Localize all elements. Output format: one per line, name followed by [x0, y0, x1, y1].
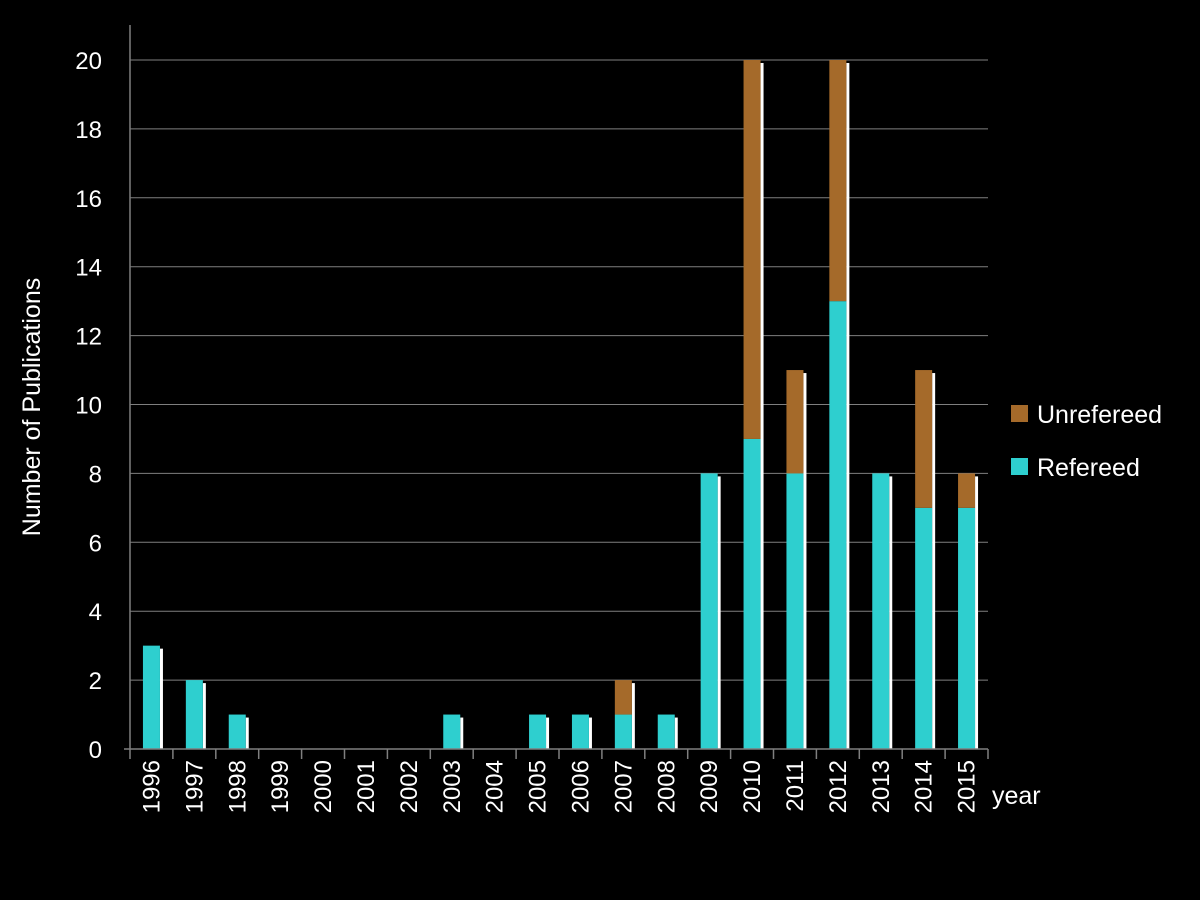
x-axis-title: year — [992, 782, 1041, 810]
y-tick-labels: 0 2 4 6 8 10 12 14 16 18 20 — [75, 48, 102, 764]
bar-unrefereed-2010 — [743, 60, 761, 439]
bar-shadow-1998 — [245, 717, 249, 749]
x-tick-label: 2002 — [396, 760, 423, 813]
x-tick-label: 2003 — [439, 760, 466, 813]
bar-unrefereed-2015 — [958, 473, 976, 508]
bar-unrefereed-2012 — [829, 60, 847, 302]
bar-refereed-2006 — [571, 714, 589, 749]
y-tick-label: 8 — [89, 461, 102, 488]
y-tick-label: 10 — [75, 393, 102, 420]
bar-shadow-2011 — [803, 373, 807, 749]
bar-refereed-1996 — [142, 645, 160, 749]
x-tick-label: 2005 — [525, 760, 552, 813]
legend-swatch-unrefereed — [1011, 405, 1028, 422]
bar-unrefereed-2011 — [786, 370, 804, 474]
bar-unrefereed-2014 — [915, 370, 933, 508]
x-tick-label: 2006 — [567, 760, 594, 813]
y-tick-label: 6 — [89, 530, 102, 557]
bar-refereed-2003 — [443, 714, 461, 749]
bar-shadow-2008 — [674, 717, 678, 749]
x-tick-label: 2007 — [610, 760, 637, 813]
x-tick-label: 2011 — [782, 760, 809, 812]
bar-shadow-1996 — [159, 648, 163, 749]
x-tick-label: 1999 — [267, 760, 294, 813]
bar-refereed-1997 — [185, 680, 203, 749]
bar-shadow-2015 — [975, 476, 979, 749]
legend-label-refereed: Refereed — [1037, 454, 1140, 482]
bar-refereed-2014 — [915, 507, 933, 749]
bar-refereed-2010 — [743, 438, 761, 749]
x-tick-label: 2012 — [825, 760, 852, 813]
bar-refereed-1998 — [228, 714, 246, 749]
y-tick-label: 18 — [75, 117, 102, 144]
bar-shadow-2010 — [760, 63, 764, 749]
bar-shadow-2009 — [717, 476, 721, 749]
x-tick-label: 2001 — [353, 760, 380, 813]
x-tick-label: 2004 — [482, 760, 509, 813]
x-tick-label: 2008 — [653, 760, 680, 813]
x-tick-label: 2010 — [739, 760, 766, 813]
y-tick-label: 0 — [89, 737, 102, 764]
x-tick-label: 2013 — [868, 760, 895, 813]
y-tick-label: 14 — [75, 255, 102, 282]
x-tick-label: 1998 — [224, 760, 251, 813]
bar-refereed-2009 — [700, 473, 718, 749]
bar-refereed-2011 — [786, 473, 804, 749]
bars — [142, 60, 979, 749]
bar-shadow-2006 — [588, 717, 592, 749]
x-tick-label: 2009 — [696, 760, 723, 813]
axes — [124, 25, 989, 759]
bar-refereed-2007 — [614, 714, 632, 749]
x-tick-label: 1997 — [181, 760, 208, 813]
bar-shadow-2012 — [846, 63, 850, 749]
legend: Unrefereed Refereed — [1011, 401, 1162, 482]
x-tick-label: 2015 — [954, 760, 981, 813]
y-tick-label: 20 — [75, 48, 102, 75]
x-tick-label: 2000 — [310, 760, 337, 813]
bar-refereed-2013 — [872, 473, 890, 749]
bar-shadow-2003 — [460, 717, 464, 749]
bar-unrefereed-2007 — [614, 680, 632, 715]
bar-shadow-2014 — [932, 373, 936, 749]
y-tick-label: 4 — [89, 599, 102, 626]
y-axis-title: Number of Publications — [18, 278, 46, 536]
x-tick-labels: 1996 1997 1998 1999 2000 2001 2002 2003 2004 2005… — [138, 760, 980, 813]
x-tick-label: 1996 — [138, 760, 165, 813]
bar-refereed-2005 — [529, 714, 547, 749]
y-tick-label: 12 — [75, 324, 102, 351]
y-tick-label: 2 — [89, 668, 102, 695]
bar-shadow-2007 — [631, 683, 635, 749]
bar-refereed-2008 — [657, 714, 675, 749]
legend-label-unrefereed: Unrefereed — [1037, 401, 1162, 429]
legend-swatch-refereed — [1011, 458, 1028, 475]
bar-refereed-2012 — [829, 301, 847, 749]
x-tick-label: 2014 — [911, 760, 938, 813]
bar-refereed-2015 — [958, 507, 976, 749]
y-tick-label: 16 — [75, 186, 102, 213]
gridlines — [130, 59, 988, 681]
bar-shadow-1997 — [202, 683, 206, 749]
bar-shadow-2013 — [889, 476, 893, 749]
bar-shadow-2005 — [546, 717, 550, 749]
